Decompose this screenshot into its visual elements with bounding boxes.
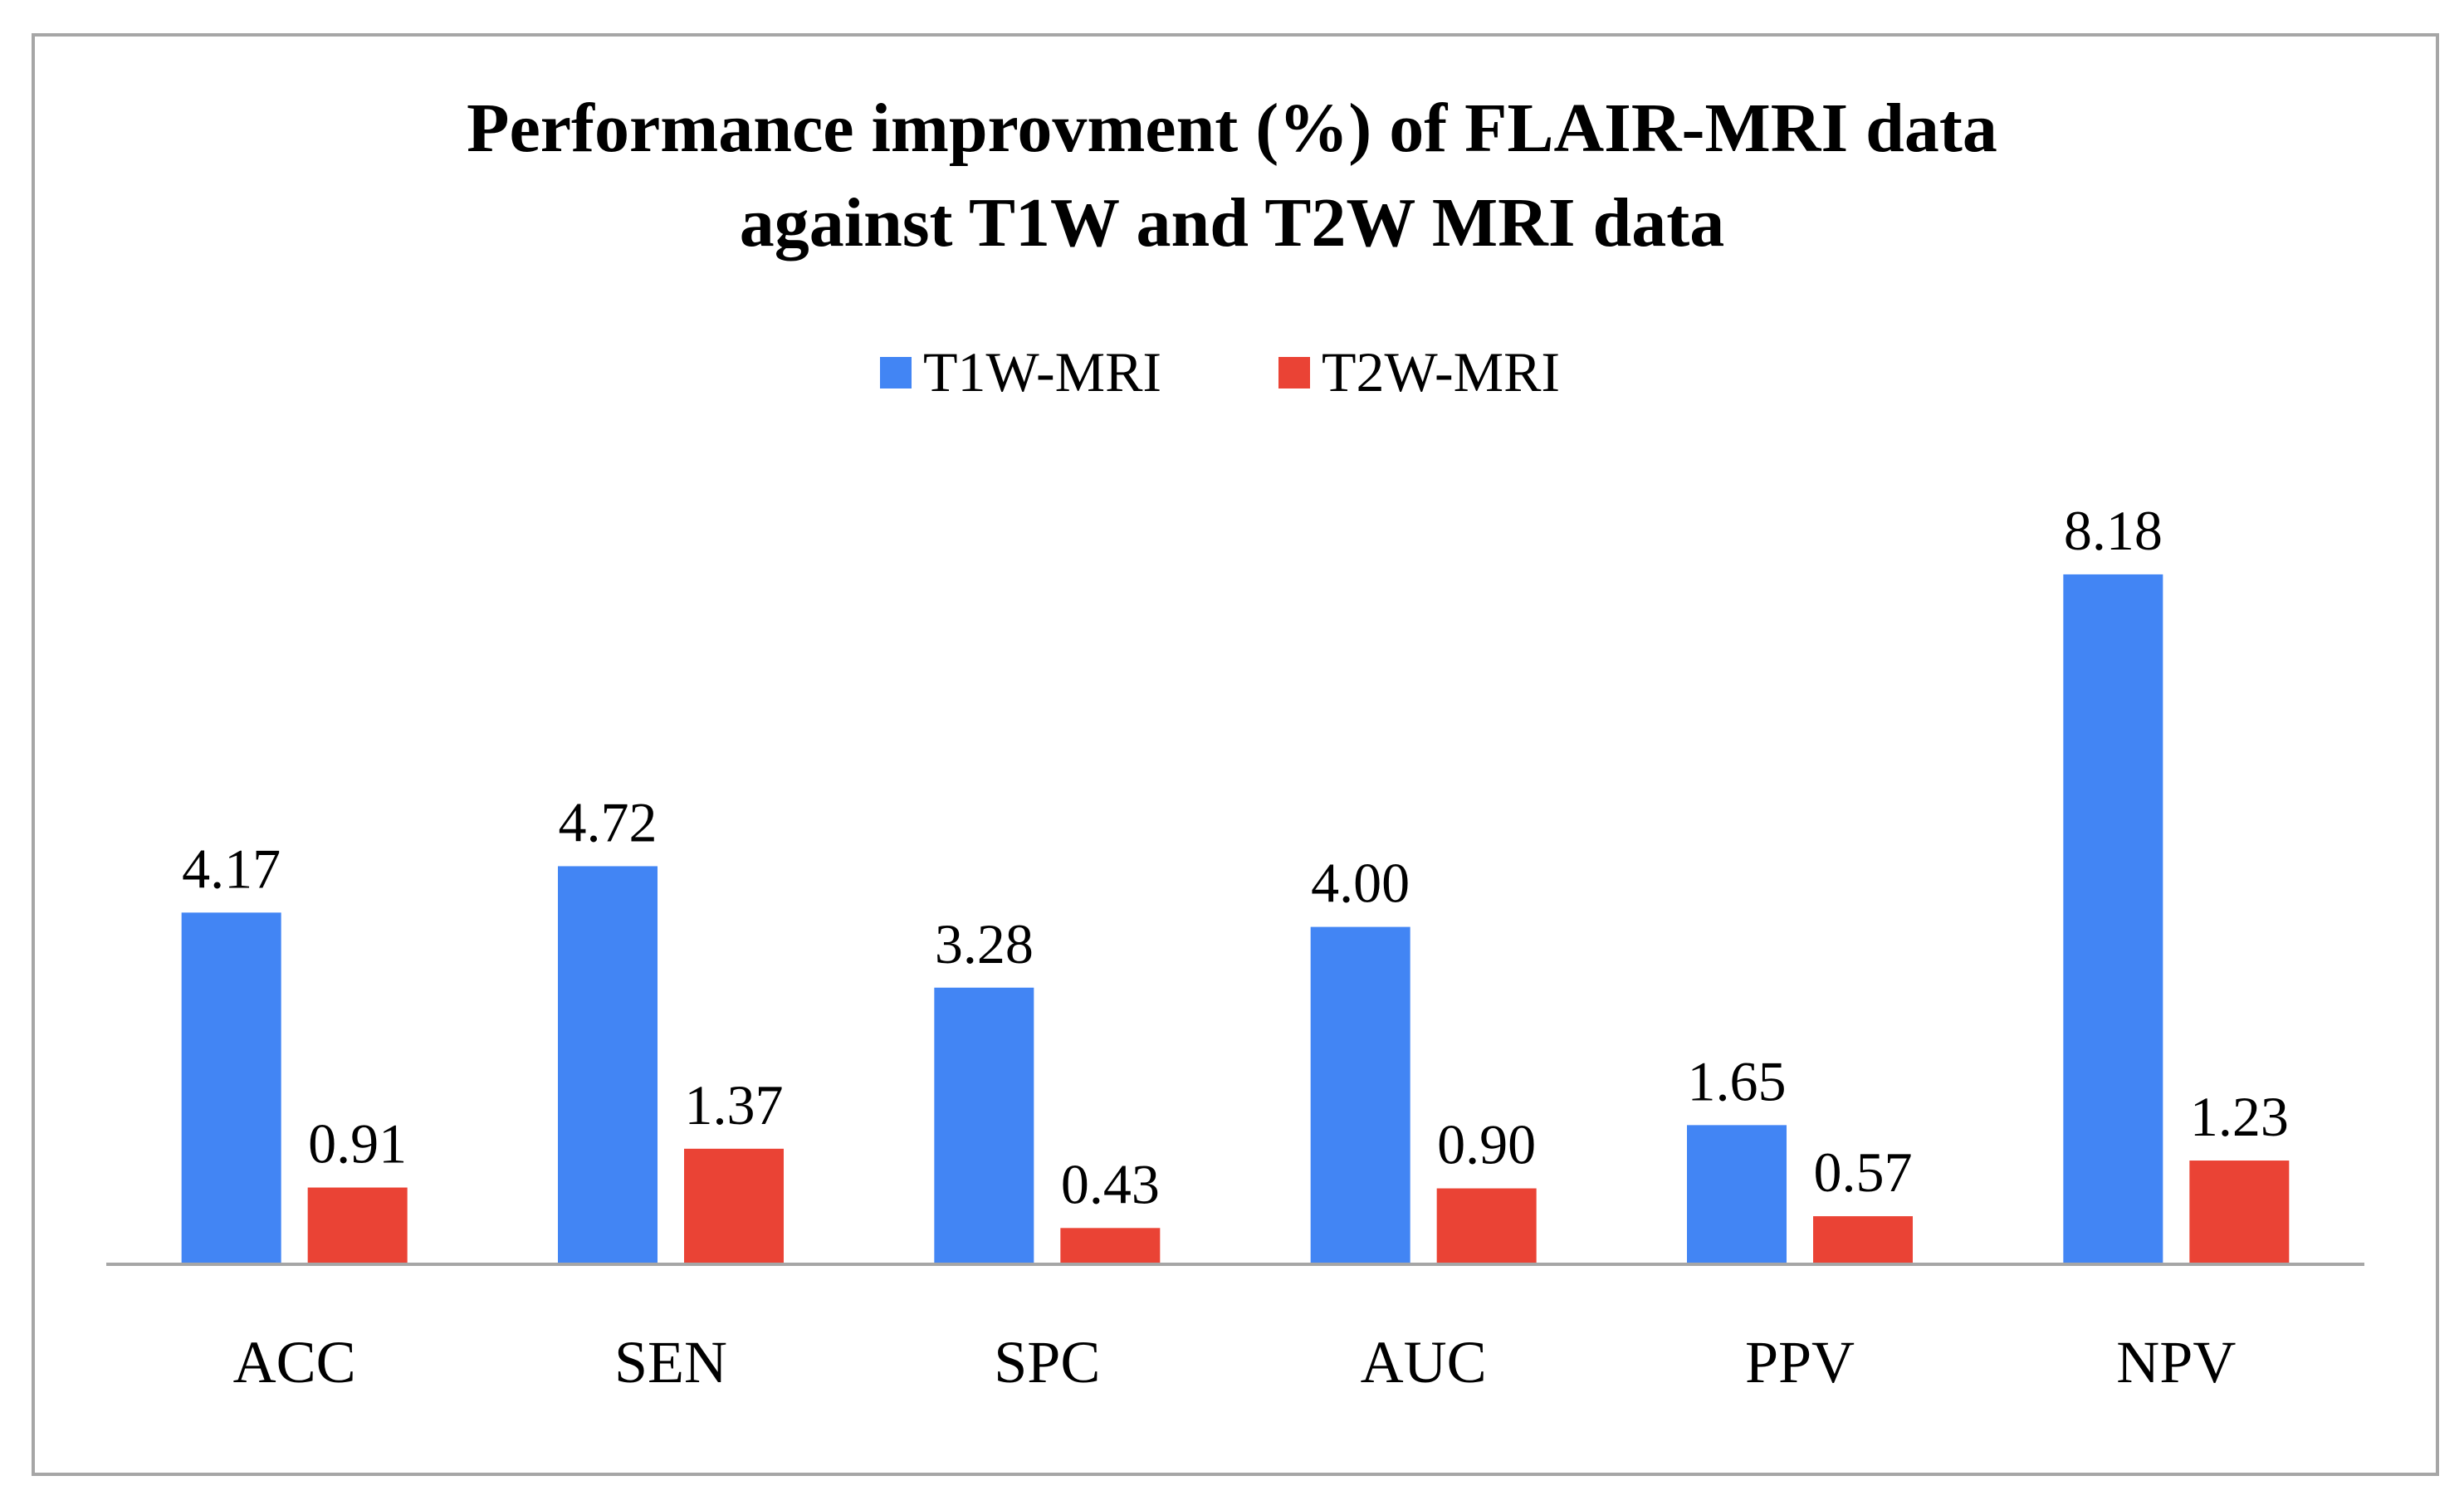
data-label-t1w-mri-npv: 8.18 xyxy=(2064,499,2163,562)
x-tick-label-spc: SPC xyxy=(994,1329,1100,1395)
data-label-t2w-mri-acc: 0.91 xyxy=(308,1112,407,1175)
legend-swatch-t2w xyxy=(1278,357,1310,388)
plot-area: 4.17 0.91 ACC 4.72 1.37 SEN 3.28 0.43 SPC 4.00 0.9… xyxy=(181,499,2290,1395)
data-label-t2w-mri-ppv: 0.57 xyxy=(1814,1141,1913,1204)
bar-t2w-mri-ppv xyxy=(1813,1216,1913,1264)
x-tick-label-ppv: PPV xyxy=(1745,1329,1855,1395)
data-label-t1w-mri-auc: 4.00 xyxy=(1311,852,1410,915)
bar-t1w-mri-auc xyxy=(1310,926,1410,1264)
x-tick-label-sen: SEN xyxy=(614,1329,727,1395)
chart-title-line-2: against T1W and T2W MRI data xyxy=(740,184,1724,261)
data-label-t1w-mri-ppv: 1.65 xyxy=(1688,1049,1787,1112)
bar-t2w-mri-npv xyxy=(2189,1161,2290,1264)
legend: T1W-MRI T2W-MRI xyxy=(880,340,1560,403)
bar-t2w-mri-acc xyxy=(307,1187,408,1264)
x-tick-label-auc: AUC xyxy=(1361,1329,1487,1395)
data-label-t2w-mri-spc: 0.43 xyxy=(1061,1152,1160,1215)
bar-t1w-mri-spc xyxy=(934,987,1034,1264)
data-label-t1w-mri-acc: 4.17 xyxy=(182,837,281,900)
bar-t1w-mri-ppv xyxy=(1687,1125,1787,1264)
data-label-t2w-mri-sen: 1.37 xyxy=(685,1073,784,1136)
x-tick-label-acc: ACC xyxy=(233,1329,356,1395)
data-label-t1w-mri-spc: 3.28 xyxy=(935,912,1034,975)
bar-t1w-mri-sen xyxy=(558,866,658,1264)
bar-t2w-mri-spc xyxy=(1060,1228,1161,1264)
legend-swatch-t1w xyxy=(880,357,912,388)
data-label-t2w-mri-npv: 1.23 xyxy=(2190,1085,2289,1148)
bar-t2w-mri-sen xyxy=(684,1148,784,1264)
legend-label-t1w: T1W-MRI xyxy=(923,340,1161,403)
bar-t2w-mri-auc xyxy=(1436,1188,1537,1264)
data-label-t2w-mri-auc: 0.90 xyxy=(1437,1113,1536,1176)
bar-t1w-mri-acc xyxy=(181,912,281,1264)
bar-t1w-mri-npv xyxy=(2063,574,2163,1264)
chart-title-line-1: Performance improvment (%) of FLAIR-MRI … xyxy=(467,90,1997,167)
x-tick-label-npv: NPV xyxy=(2116,1329,2236,1395)
chart-frame xyxy=(32,33,2439,1476)
legend-label-t2w: T2W-MRI xyxy=(1322,340,1560,403)
data-label-t1w-mri-sen: 4.72 xyxy=(559,790,658,853)
